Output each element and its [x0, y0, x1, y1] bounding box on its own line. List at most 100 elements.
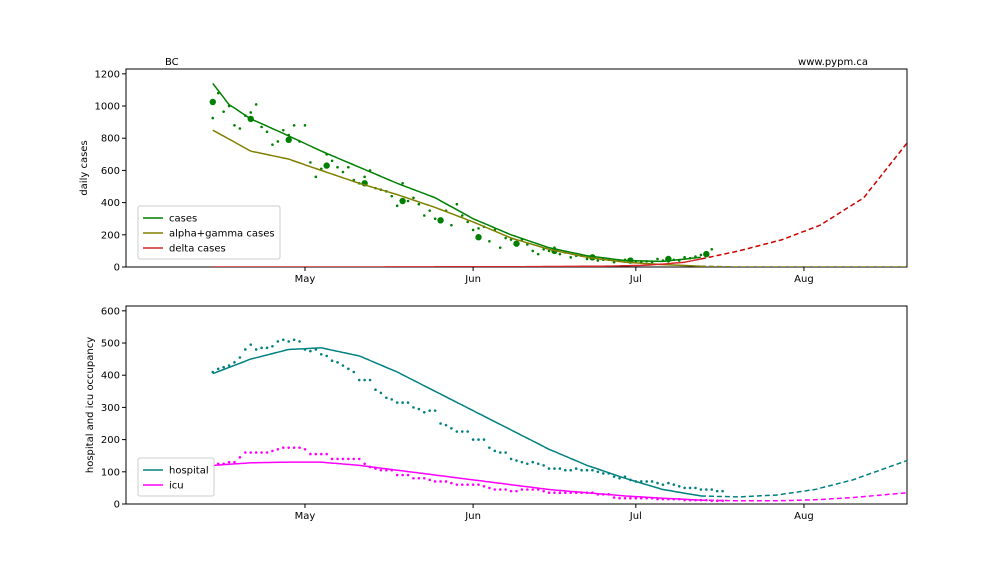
hospital-point	[368, 378, 372, 382]
hospital-point	[699, 488, 703, 491]
hospital-point	[460, 430, 464, 433]
icu-point	[520, 488, 524, 491]
hospital-point	[390, 398, 394, 401]
y-tick-label: 400	[101, 371, 120, 382]
hospital-point	[439, 422, 442, 425]
region-label: BC	[165, 57, 179, 68]
hospital-point	[564, 468, 567, 472]
icu-point	[531, 488, 535, 491]
hospital-point	[488, 446, 491, 449]
source-label: www.pypm.ca	[798, 57, 868, 68]
hospital-point	[536, 462, 540, 466]
hospital-point	[406, 401, 410, 404]
daily-case-point	[569, 256, 573, 259]
icu-point	[433, 480, 437, 483]
daily-case-point	[341, 170, 345, 174]
hospital-point	[542, 464, 545, 467]
hospital-point	[705, 488, 708, 491]
legend-box	[137, 205, 281, 260]
hospital-point	[249, 343, 253, 346]
hospital-point	[238, 356, 242, 359]
daily-case-point	[460, 214, 464, 217]
hospital-point	[547, 467, 551, 470]
y-tick-label: 400	[101, 198, 120, 209]
daily-case-point	[428, 209, 432, 212]
hospital-point	[216, 367, 220, 371]
y-tick-label: 300	[101, 403, 120, 414]
hospital-point	[688, 486, 692, 490]
icu-point	[488, 486, 491, 490]
plot-area	[211, 338, 907, 503]
hospital-point	[287, 340, 291, 343]
icu-point	[314, 452, 318, 456]
daily-case-point	[222, 110, 225, 113]
hospital-point	[612, 475, 616, 478]
weekly-case-point	[475, 234, 482, 241]
hospital-point	[347, 367, 350, 371]
hospital-point	[260, 346, 263, 350]
hospital-point	[352, 370, 356, 374]
hospital-point	[336, 361, 339, 364]
hospital-point	[650, 480, 654, 483]
daily-case-point	[390, 194, 394, 198]
daily-case-point	[309, 161, 312, 164]
hospital-point	[227, 364, 231, 367]
hospital-point	[672, 483, 676, 486]
daily-case-point	[471, 228, 475, 232]
legend-label: alpha+gamma cases	[169, 229, 275, 240]
hospital-point	[244, 348, 247, 351]
hospital-point	[265, 346, 269, 350]
icu-point	[542, 489, 545, 493]
daily-case-point	[249, 111, 253, 114]
hospital-point	[319, 352, 323, 356]
hospital-point	[661, 483, 665, 486]
icu-point	[303, 447, 307, 451]
daily-case-point	[488, 239, 491, 243]
icu-point	[244, 451, 247, 454]
icu-point	[547, 491, 551, 495]
icu-point	[477, 483, 480, 486]
x-tick-label: Aug	[794, 511, 814, 522]
daily-case-point	[585, 257, 589, 261]
series-projection	[700, 491, 907, 502]
hospital-point	[330, 359, 334, 363]
hospital-point	[710, 488, 714, 491]
y-axis-label: hospital and icu occupancy	[85, 337, 96, 473]
daily-case-point	[347, 165, 350, 169]
icu-point	[618, 496, 621, 500]
daily-case-point	[558, 252, 562, 256]
daily-case-point	[363, 175, 366, 179]
hospital-point	[455, 430, 459, 433]
icu-point	[634, 496, 638, 500]
hospital-point	[444, 423, 448, 427]
icu-point	[298, 446, 301, 449]
hospital-point	[363, 378, 366, 382]
icu-point	[493, 488, 497, 491]
hospital-point	[656, 481, 659, 485]
hospital-point	[357, 378, 361, 382]
hospital-point	[412, 406, 415, 409]
legend-box	[137, 457, 215, 497]
hospital-point	[596, 470, 600, 474]
hospital-point	[477, 438, 480, 441]
icu-point	[450, 481, 453, 485]
hospital-point	[309, 349, 312, 353]
icu-point	[553, 491, 556, 495]
icu-point	[460, 483, 464, 486]
icu-point	[444, 480, 448, 483]
y-tick-label: 200	[101, 230, 120, 241]
icu-point	[482, 484, 486, 488]
icu-point	[504, 488, 507, 491]
y-tick-label: 200	[101, 435, 120, 446]
daily-case-point	[412, 196, 415, 200]
hospital-point	[233, 361, 236, 364]
icu-point	[287, 446, 291, 449]
hospital-point	[341, 364, 345, 367]
hospital-point	[417, 407, 421, 411]
daily-case-point	[417, 202, 421, 206]
hospital-point	[292, 338, 296, 342]
weekly-case-point	[323, 162, 330, 169]
y-tick-label: 1000	[95, 102, 120, 113]
hospital-point	[569, 468, 573, 472]
